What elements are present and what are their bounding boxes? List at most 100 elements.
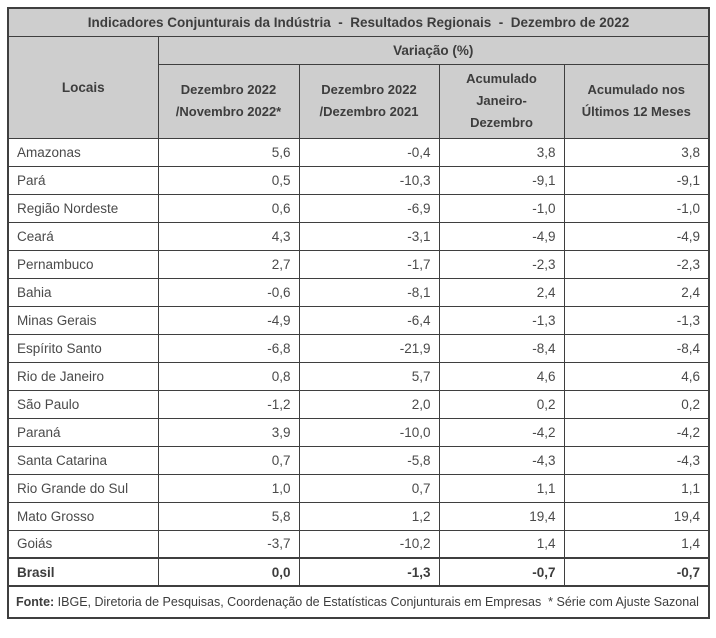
value-cell: 1,4 <box>563 529 710 559</box>
source-note: Fonte: IBGE, Diretoria de Pesquisas, Coo… <box>7 585 710 619</box>
table-row: Santa Catarina 0,7 -5,8 -4,3 -4,3 <box>7 445 710 475</box>
row-label-local: Minas Gerais <box>7 305 159 335</box>
value-cell: -6,4 <box>298 305 440 335</box>
value-cell: -8,1 <box>298 277 440 307</box>
value-cell: -10,2 <box>298 529 440 559</box>
value-cell: -5,8 <box>298 445 440 475</box>
value-cell: -4,3 <box>563 445 710 475</box>
row-label-local: Espírito Santo <box>7 333 159 363</box>
row-label-local: Pará <box>7 165 159 195</box>
value-cell: -9,1 <box>563 165 710 195</box>
table-row: Mato Grosso 5,8 1,2 19,4 19,4 <box>7 501 710 531</box>
value-cell: -4,2 <box>563 417 710 447</box>
value-cell: -9,1 <box>438 165 565 195</box>
table-header: Indicadores Conjunturais da Indústria - … <box>7 7 710 139</box>
value-cell: 1,1 <box>563 473 710 503</box>
value-cell: 19,4 <box>438 501 565 531</box>
column-group-header-variacao: Variação (%) <box>157 35 710 65</box>
value-cell: 2,7 <box>157 249 300 279</box>
value-cell: 5,6 <box>157 137 300 167</box>
value-cell: -4,3 <box>438 445 565 475</box>
value-cell: -2,3 <box>563 249 710 279</box>
table-row: Minas Gerais -4,9 -6,4 -1,3 -1,3 <box>7 305 710 335</box>
row-label-local: São Paulo <box>7 389 159 419</box>
table-footer: Fonte: IBGE, Diretoria de Pesquisas, Coo… <box>7 585 710 619</box>
value-cell: -0,7 <box>438 557 565 587</box>
row-label-local: Bahia <box>7 277 159 307</box>
table-row: Espírito Santo -6,8 -21,9 -8,4 -8,4 <box>7 333 710 363</box>
value-cell: -4,2 <box>438 417 565 447</box>
table-row: Bahia -0,6 -8,1 2,4 2,4 <box>7 277 710 307</box>
table-row: Goiás -3,7 -10,2 1,4 1,4 <box>7 529 710 559</box>
value-cell: -1,0 <box>563 193 710 223</box>
value-cell: -4,9 <box>157 305 300 335</box>
value-cell: 0,7 <box>298 473 440 503</box>
value-cell: 3,8 <box>563 137 710 167</box>
value-cell: 0,7 <box>157 445 300 475</box>
value-cell: 1,0 <box>157 473 300 503</box>
value-cell: -8,4 <box>563 333 710 363</box>
table-title: Indicadores Conjunturais da Indústria - … <box>7 7 710 37</box>
value-cell: 19,4 <box>563 501 710 531</box>
value-cell: -0,4 <box>298 137 440 167</box>
value-cell: -6,8 <box>157 333 300 363</box>
value-cell: -10,0 <box>298 417 440 447</box>
row-label-local: Rio Grande do Sul <box>7 473 159 503</box>
row-label-local: Mato Grosso <box>7 501 159 531</box>
value-cell: 1,4 <box>438 529 565 559</box>
table-row: Amazonas 5,6 -0,4 3,8 3,8 <box>7 137 710 167</box>
value-cell: -1,3 <box>298 557 440 587</box>
group-header-row: Locais Variação (%) <box>7 35 710 139</box>
table-row: Paraná 3,9 -10,0 -4,2 -4,2 <box>7 417 710 447</box>
value-cell: -10,3 <box>298 165 440 195</box>
table-row: Pernambuco 2,7 -1,7 -2,3 -2,3 <box>7 249 710 279</box>
row-label-local: Amazonas <box>7 137 159 167</box>
column-header-dez2022-nov2022: Dezembro 2022 /Novembro 2022* <box>157 63 300 139</box>
value-cell: -21,9 <box>298 333 440 363</box>
value-cell: 0,6 <box>157 193 300 223</box>
value-cell: -1,3 <box>438 305 565 335</box>
value-cell: 3,9 <box>157 417 300 447</box>
sub-header-row: Dezembro 2022 /Novembro 2022* Dezembro 2… <box>8 63 710 139</box>
value-cell: -8,4 <box>438 333 565 363</box>
value-cell: -1,3 <box>563 305 710 335</box>
value-cell: 4,3 <box>157 221 300 251</box>
source-label: Fonte: <box>16 595 55 609</box>
value-cell: -4,9 <box>563 221 710 251</box>
column-header-acumulado-12-meses: Acumulado nos Últimos 12 Meses <box>563 63 710 139</box>
value-cell: -3,7 <box>157 529 300 559</box>
value-cell: 0,2 <box>563 389 710 419</box>
row-label-local: Paraná <box>7 417 159 447</box>
value-cell: 3,8 <box>438 137 565 167</box>
table-row: Região Nordeste 0,6 -6,9 -1,0 -1,0 <box>7 193 710 223</box>
value-cell: -6,9 <box>298 193 440 223</box>
value-cell: 4,6 <box>563 361 710 391</box>
source-row: Fonte: IBGE, Diretoria de Pesquisas, Coo… <box>7 585 710 619</box>
value-cell: -1,0 <box>438 193 565 223</box>
row-label-local: Rio de Janeiro <box>7 361 159 391</box>
row-label-local: Pernambuco <box>7 249 159 279</box>
value-cell: 0,0 <box>157 557 300 587</box>
table-row: Brasil 0,0 -1,3 -0,7 -0,7 <box>7 557 710 587</box>
column-header-acumulado-jan-dez: Acumulado Janeiro- Dezembro <box>438 63 565 139</box>
value-cell: -1,2 <box>157 389 300 419</box>
table-body: Amazonas 5,6 -0,4 3,8 3,8 Pará 0,5 -10,3 -9,1 -9,… <box>7 137 710 587</box>
table-row: Ceará 4,3 -3,1 -4,9 -4,9 <box>7 221 710 251</box>
value-cell: 5,8 <box>157 501 300 531</box>
column-header-dez2022-dez2021: Dezembro 2022 /Dezembro 2021 <box>298 63 440 139</box>
value-cell: -3,1 <box>298 221 440 251</box>
value-cell: 0,2 <box>438 389 565 419</box>
column-header-locais: Locais <box>7 35 159 139</box>
table-row: São Paulo -1,2 2,0 0,2 0,2 <box>7 389 710 419</box>
value-cell: 0,8 <box>157 361 300 391</box>
value-cell: 5,7 <box>298 361 440 391</box>
table-row: Pará 0,5 -10,3 -9,1 -9,1 <box>7 165 710 195</box>
table-row: Rio de Janeiro 0,8 5,7 4,6 4,6 <box>7 361 710 391</box>
regional-indicators-table: Indicadores Conjunturais da Indústria - … <box>7 7 711 619</box>
value-cell: 2,4 <box>438 277 565 307</box>
row-label-local: Goiás <box>7 529 159 559</box>
source-text: IBGE, Diretoria de Pesquisas, Coordenaçã… <box>54 595 699 609</box>
value-cell: 4,6 <box>438 361 565 391</box>
title-row: Indicadores Conjunturais da Indústria - … <box>7 7 710 37</box>
